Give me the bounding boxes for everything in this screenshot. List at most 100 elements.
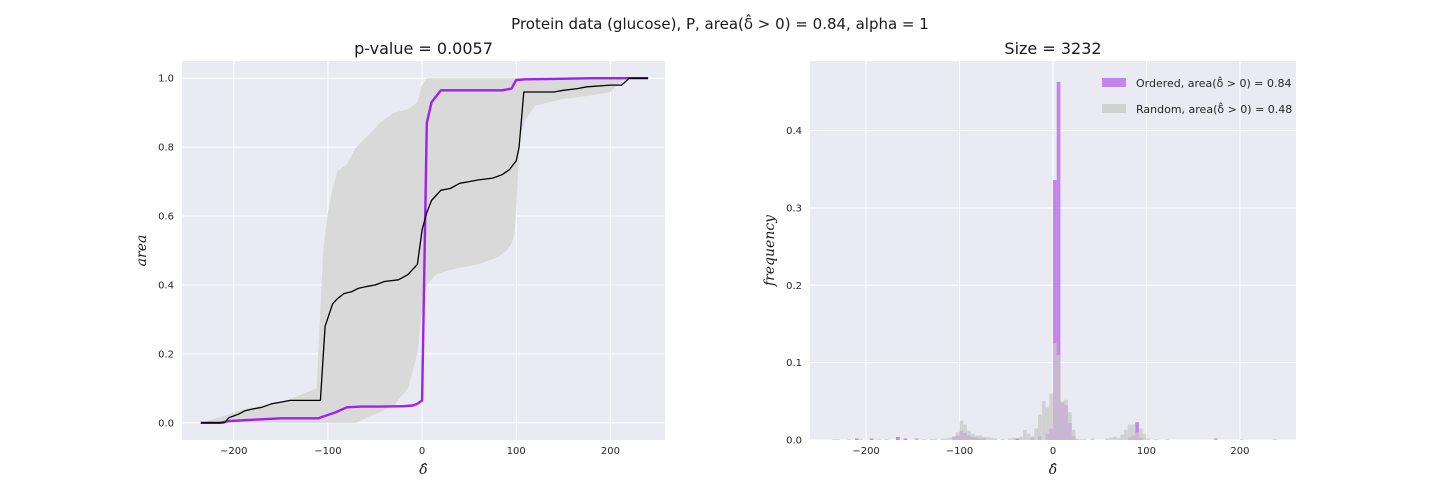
random-hist-bar [836, 439, 840, 440]
random-hist-bar [1011, 437, 1016, 440]
random-hist-bar [989, 437, 994, 440]
random-hist-bar [1139, 428, 1143, 440]
random-hist-bar [1075, 438, 1080, 440]
random-hist-bar [933, 438, 938, 440]
random-hist-bar [832, 439, 837, 440]
random-hist-bar [1213, 439, 1218, 440]
random-hist-bar [978, 435, 982, 440]
random-hist-bar [1090, 438, 1095, 440]
histogram-bars [832, 81, 1278, 441]
ordered-hist-bar [854, 438, 859, 440]
random-hist-bar [985, 436, 990, 440]
y-tick-label: 0.0 [158, 418, 174, 429]
y-tick-label: 0.0 [786, 436, 802, 447]
random-hist-bar [1082, 439, 1087, 440]
random-hist-bar [982, 436, 986, 440]
random-hist-bar [1239, 439, 1244, 440]
legend-swatch-random [1102, 104, 1126, 113]
y-tick-label: 0.6 [158, 212, 174, 223]
random-hist-bar [1049, 393, 1053, 440]
random-hist-bar [1112, 436, 1117, 440]
random-hist-bar [1105, 438, 1109, 440]
random-hist-bar [1068, 412, 1072, 440]
y-tick-label: 0.2 [786, 281, 802, 292]
random-hist-bar [967, 430, 971, 440]
random-hist-bar [1034, 428, 1038, 440]
random-hist-bar [940, 438, 945, 440]
y-tick-label: 0.2 [158, 349, 174, 360]
x-tick-label: 100 [1137, 446, 1156, 457]
area-curve-panel: −200 −100 0 100 200 0.0 0.2 0.4 0.6 0.8 1.0 p-valu… [134, 39, 665, 478]
histogram-ylabel: frequency [762, 214, 778, 287]
random-hist-bar [952, 436, 956, 440]
random-hist-bar [1071, 429, 1076, 440]
x-tick-label: −100 [314, 446, 341, 457]
area-plot-ticks: −200 −100 0 100 200 0.0 0.2 0.4 0.6 0.8 1.0 [158, 74, 620, 457]
histogram-xlabel: δ̂ [1049, 462, 1057, 478]
area-plot-ylabel: area [134, 235, 150, 267]
x-tick-label: 100 [507, 446, 526, 457]
random-hist-bar [1019, 436, 1024, 440]
ordered-hist-bar [869, 438, 874, 440]
random-hist-bar [1053, 343, 1057, 440]
y-tick-label: 0.1 [786, 358, 802, 369]
random-hist-bar [1127, 424, 1132, 440]
x-tick-label: −200 [852, 446, 879, 457]
random-hist-bar [1135, 432, 1139, 440]
x-tick-label: 0 [1050, 446, 1056, 457]
random-hist-bar [1079, 439, 1083, 440]
ordered-hist-bar [896, 436, 900, 440]
ordered-hist-bar [1056, 81, 1061, 441]
x-tick-label: −200 [220, 446, 247, 457]
random-hist-bar [1064, 399, 1068, 440]
y-tick-label: 0.8 [158, 143, 174, 154]
area-curves [200, 76, 649, 424]
random-hist-bar [884, 439, 889, 440]
random-hist-bar [1056, 354, 1061, 440]
random-hist-bar [1026, 433, 1031, 440]
random-hist-bar [1030, 436, 1035, 440]
area-plot-xlabel: δ̂ [419, 462, 427, 478]
random-hist-bar [1041, 401, 1046, 440]
random-hist-bar [1000, 439, 1005, 440]
random-hist-bar [1142, 433, 1147, 440]
legend-label-ordered: Ordered, area(δ̂ > 0) = 0.84 [1136, 76, 1292, 90]
random-hist-bar [963, 424, 967, 440]
random-hist-bar [847, 439, 852, 440]
ordered-hist-bar [1135, 422, 1139, 440]
x-tick-label: 200 [1230, 446, 1249, 457]
random-hist-bar [914, 439, 919, 440]
ordered-area-line [200, 76, 649, 424]
random-hist-bar [1038, 414, 1042, 440]
random-hist-bar [1045, 407, 1050, 440]
random-mean-line [200, 77, 649, 424]
area-plot-title: p-value = 0.0057 [354, 39, 493, 58]
random-hist-bar [877, 439, 881, 440]
x-tick-label: −100 [946, 446, 973, 457]
random-hist-bar [1120, 434, 1124, 440]
random-hist-bar [1008, 438, 1012, 440]
histogram-title: Size = 3232 [1004, 39, 1101, 58]
random-hist-bar [974, 435, 979, 440]
legend-label-random: Random, area(δ̂ > 0) = 0.48 [1136, 102, 1292, 116]
x-tick-label: 200 [601, 446, 620, 457]
x-tick-label: 0 [419, 446, 425, 457]
ordered-hist-bar [903, 438, 908, 440]
y-tick-label: 0.3 [786, 203, 802, 214]
random-hist-bar [1146, 438, 1151, 440]
random-hist-bar [1023, 429, 1027, 440]
ordered-hist-bar [1015, 438, 1020, 440]
histogram-ticks: −200 −100 0 100 200 0.0 0.1 0.2 0.3 0.4 [786, 126, 1249, 457]
random-hist-bar [1060, 401, 1065, 440]
histogram-panel: −200 −100 0 100 200 0.0 0.1 0.2 0.3 0.4 Size = 32… [762, 39, 1296, 478]
random-hist-bar [922, 439, 926, 440]
random-hist-bar [1165, 439, 1169, 440]
random-hist-bar [970, 433, 975, 440]
legend-swatch-ordered [1102, 78, 1126, 87]
y-tick-label: 0.4 [786, 126, 802, 137]
random-hist-bar [1109, 437, 1113, 440]
random-hist-bar [1124, 429, 1128, 440]
random-hist-bar [1131, 424, 1136, 440]
random-hist-bar [929, 439, 934, 440]
